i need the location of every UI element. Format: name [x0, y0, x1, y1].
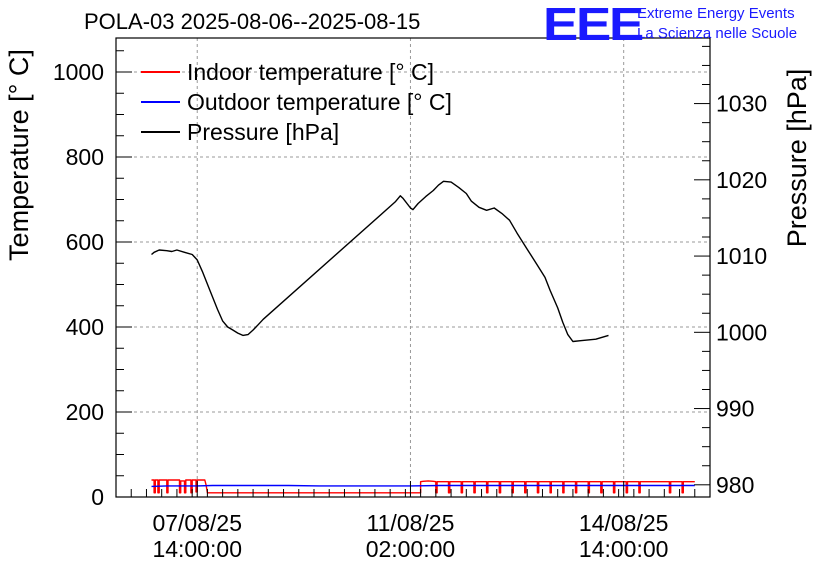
y-tick-label: 200 [66, 399, 104, 425]
y-tick-label: 0 [91, 484, 104, 510]
indoor-temperature-line [151, 479, 695, 494]
y2-tick-label: 980 [716, 472, 754, 498]
x-tick-label-time: 14:00:00 [152, 536, 242, 562]
legend-label: Outdoor temperature [° C] [187, 89, 452, 115]
x-tick-label-date: 14/08/25 [579, 510, 669, 536]
logo-caption-line2: La Scienza nelle Scuole [637, 25, 798, 42]
y-tick-label: 600 [66, 229, 104, 255]
y-tick-label: 400 [66, 314, 104, 340]
x-tick-label-date: 11/08/25 [367, 510, 455, 536]
logo-caption-line1: Extreme Energy Events [637, 5, 795, 22]
x-tick-label-time: 14:00:00 [579, 536, 669, 562]
pressure-line [151, 180, 609, 343]
y2-tick-label: 1020 [716, 167, 767, 193]
y2-tick-label: 990 [716, 396, 754, 422]
y2-tick-label: 1030 [716, 91, 767, 117]
y2-tick-label: 1000 [716, 319, 767, 345]
x-tick-label-date: 07/08/25 [152, 510, 242, 536]
legend-label: Indoor temperature [° C] [187, 59, 434, 85]
chart-title: POLA-03 2025-08-06--2025-08-15 [84, 9, 421, 34]
eee-logo-icon: EEE [543, 0, 644, 50]
legend-label: Pressure [hPa] [187, 119, 339, 145]
y-axis-title: Temperature [° C] [4, 49, 34, 261]
plot-frame [115, 37, 711, 498]
outdoor-temperature-line [151, 484, 695, 488]
legend: Indoor temperature [° C] Outdoor temperat… [141, 59, 452, 145]
y2-tick-label: 1010 [716, 243, 767, 269]
y2-axis-title: Pressure [hPa] [782, 69, 812, 248]
x-tick-label-time: 02:00:00 [366, 536, 456, 562]
y-tick-label: 1000 [53, 59, 104, 85]
y-tick-label: 800 [66, 144, 104, 170]
